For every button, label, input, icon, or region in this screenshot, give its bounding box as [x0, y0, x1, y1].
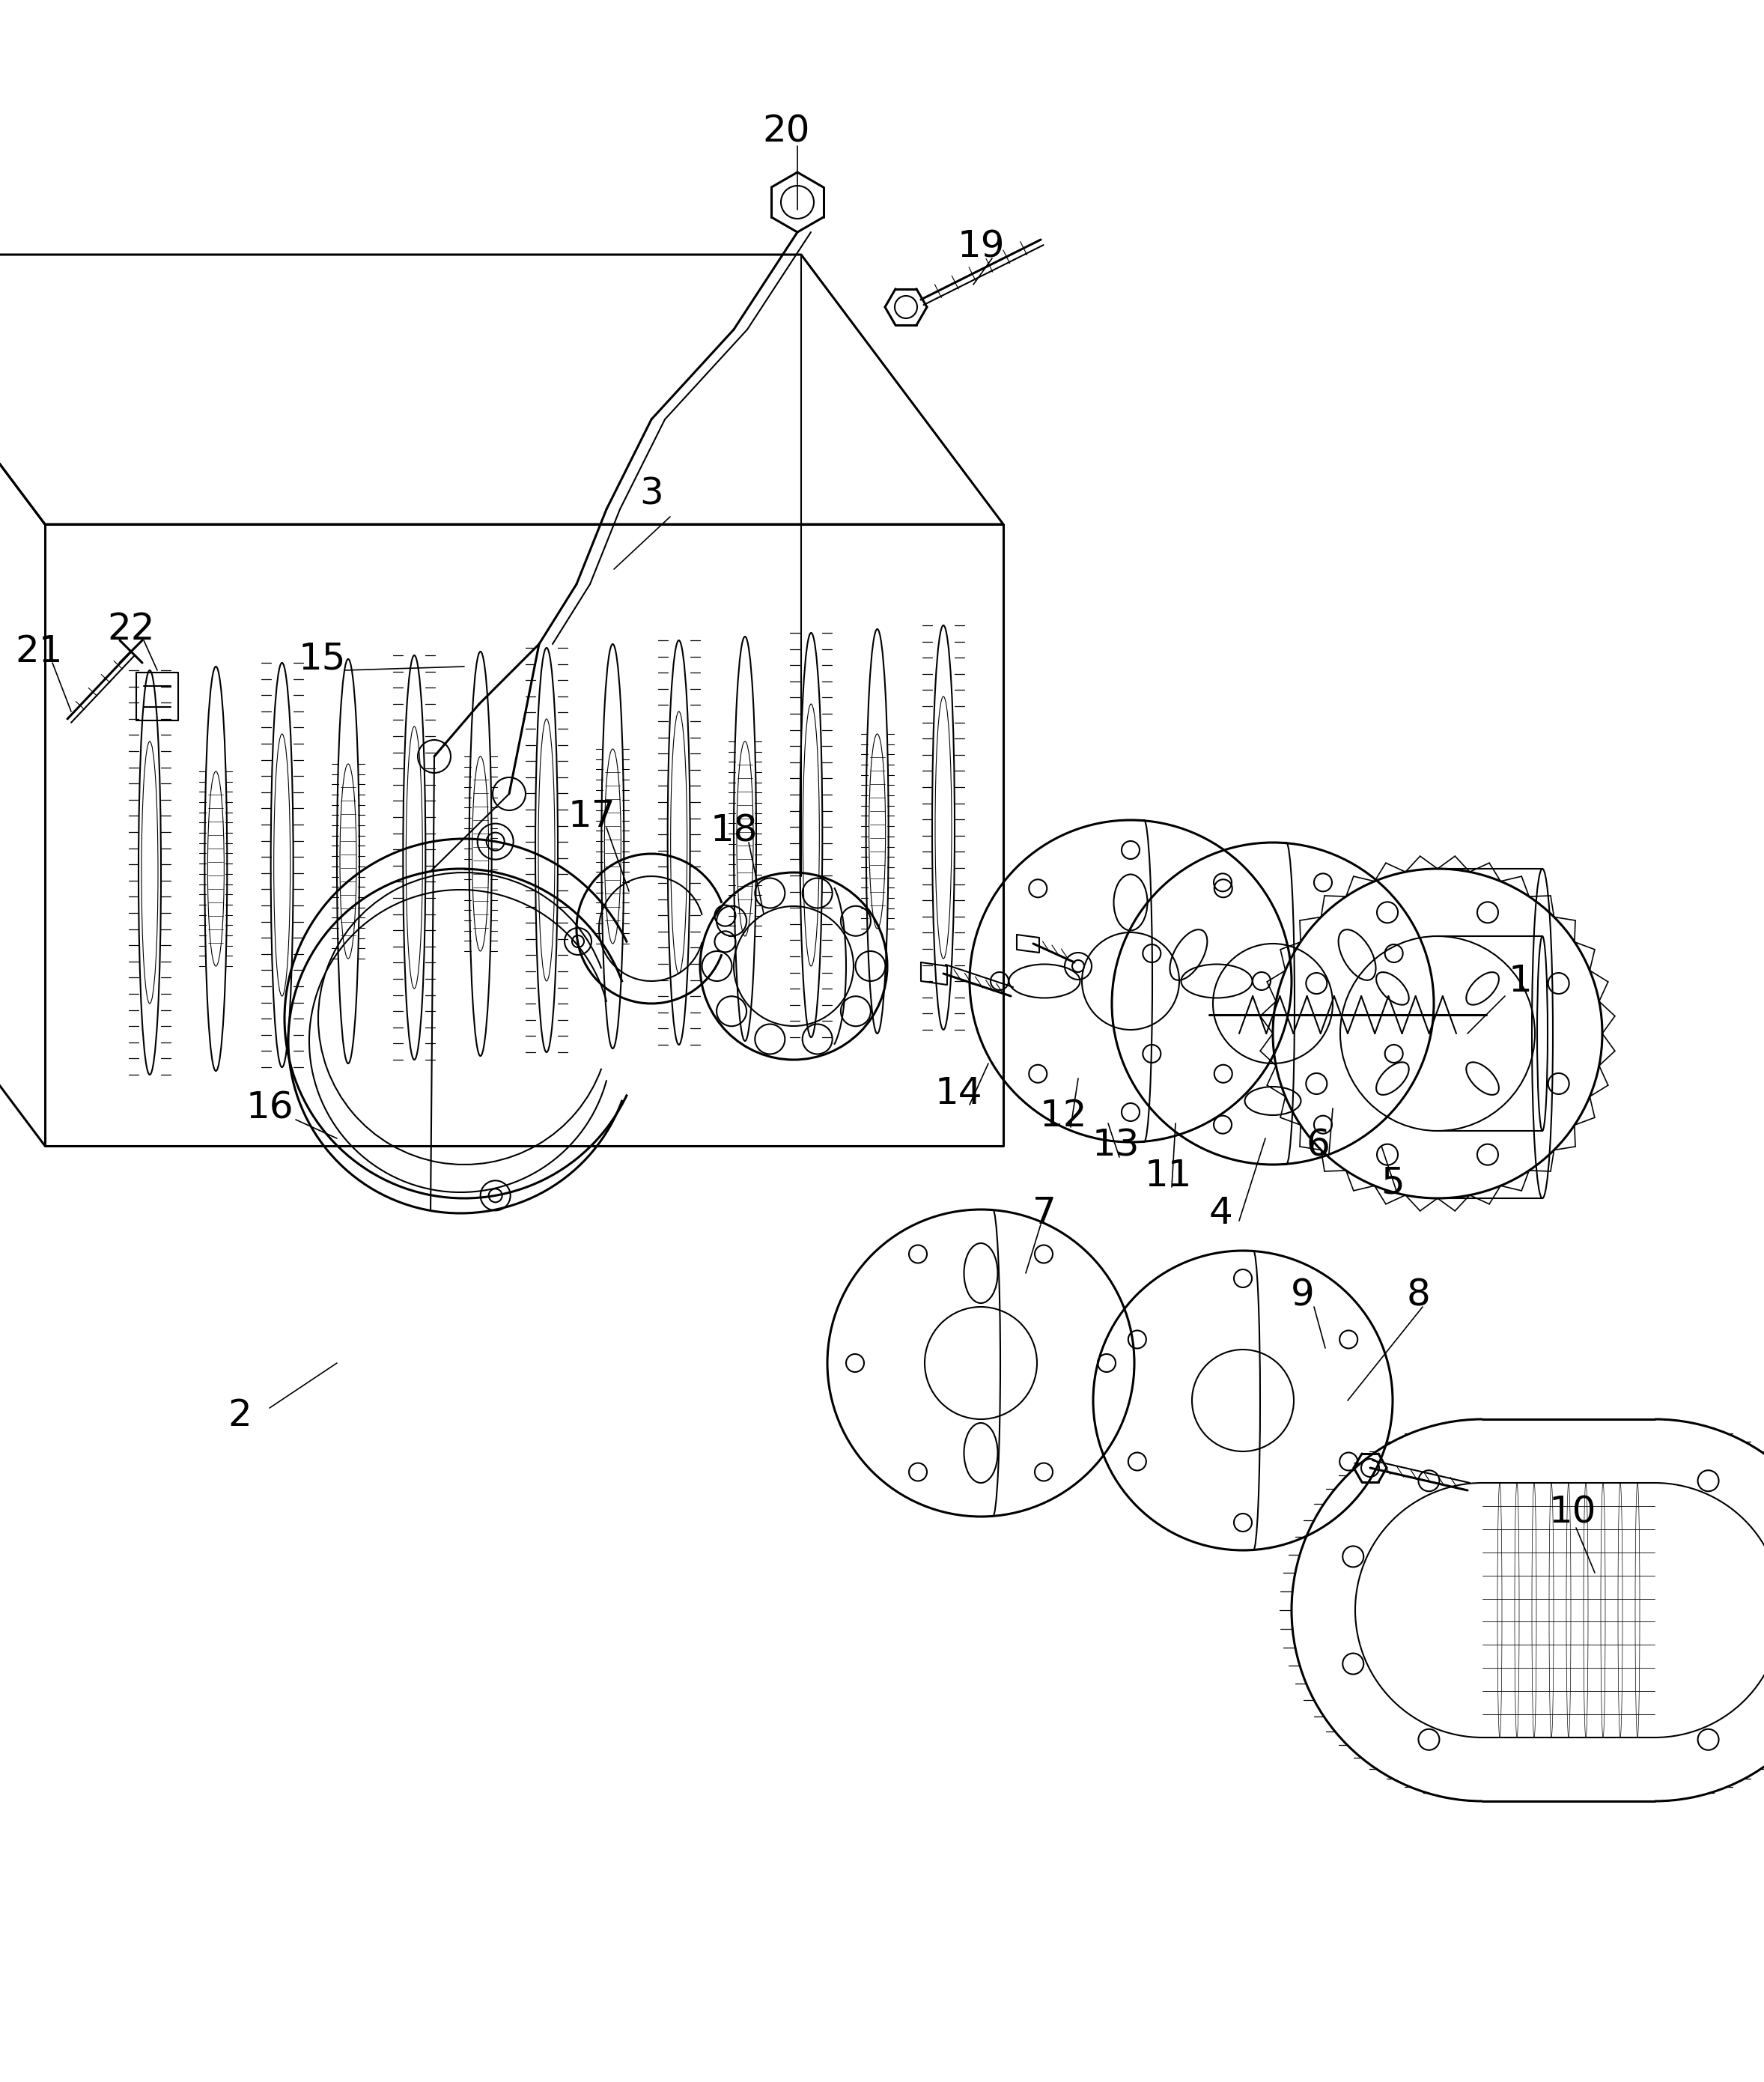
Text: 20: 20 [762, 112, 810, 150]
Text: 5: 5 [1381, 1166, 1404, 1201]
Text: 8: 8 [1408, 1278, 1431, 1314]
Text: 21: 21 [16, 633, 64, 670]
Text: 13: 13 [1092, 1128, 1140, 1164]
Text: 14: 14 [935, 1076, 983, 1112]
Text: 15: 15 [298, 641, 346, 677]
Text: 10: 10 [1549, 1495, 1596, 1530]
Text: 17: 17 [568, 797, 616, 835]
Text: 18: 18 [709, 814, 757, 849]
Text: 7: 7 [1032, 1195, 1057, 1230]
Polygon shape [921, 962, 947, 985]
Text: 4: 4 [1208, 1195, 1233, 1230]
Text: 2: 2 [228, 1397, 252, 1432]
Text: 19: 19 [958, 229, 1005, 264]
Text: 12: 12 [1039, 1097, 1087, 1135]
Text: 3: 3 [640, 477, 663, 512]
Polygon shape [1016, 935, 1039, 954]
Polygon shape [136, 672, 178, 720]
Text: 11: 11 [1145, 1158, 1192, 1193]
Text: 22: 22 [108, 612, 155, 648]
Text: 9: 9 [1291, 1278, 1314, 1314]
Text: 1: 1 [1508, 964, 1531, 999]
Text: 16: 16 [245, 1091, 293, 1126]
Text: 6: 6 [1305, 1128, 1330, 1164]
